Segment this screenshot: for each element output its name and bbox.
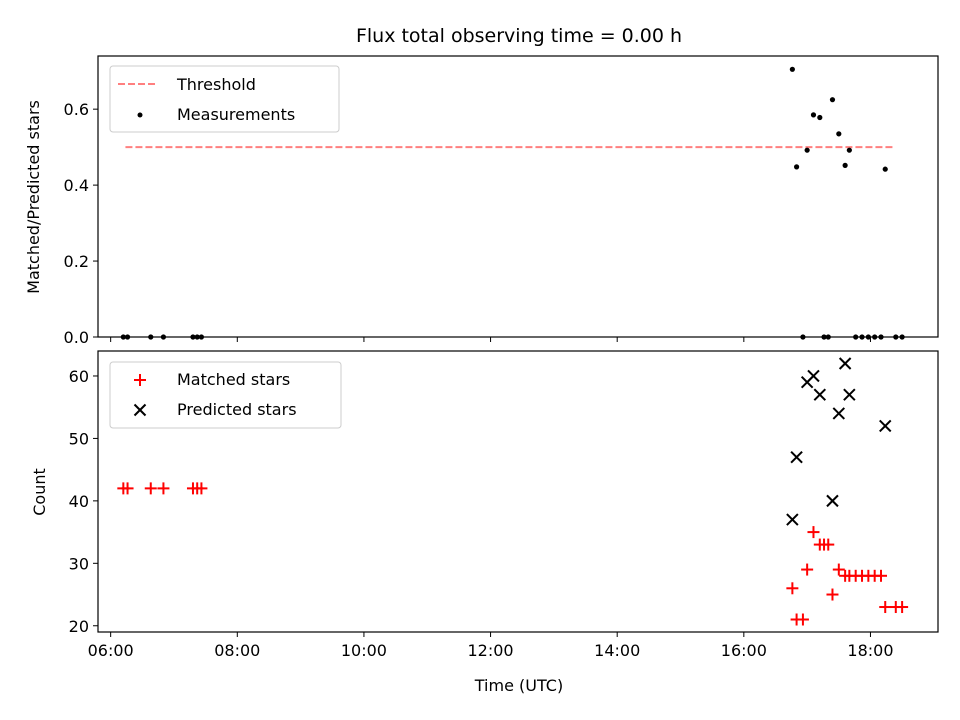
y-tick-label: 0.6 bbox=[64, 100, 89, 119]
measurement-point bbox=[810, 112, 817, 118]
bottom-legend-frame bbox=[109, 361, 342, 429]
legend-predicted-glyph bbox=[133, 403, 147, 417]
predicted-star-point bbox=[786, 513, 799, 526]
measurement-point bbox=[846, 147, 852, 153]
predicted-star-point-b bbox=[879, 419, 892, 433]
chart-title: Flux total observing time = 0.00 h bbox=[356, 25, 682, 47]
matched-star-point bbox=[786, 582, 799, 595]
predicted-star-point-b bbox=[826, 494, 839, 508]
x-tick-label: 16:00 bbox=[721, 641, 767, 660]
measurement-point bbox=[148, 334, 154, 340]
measurement-point bbox=[865, 334, 871, 340]
top-legend: Threshold Measurements bbox=[109, 65, 340, 133]
measurement-point bbox=[859, 334, 865, 340]
measurement-point bbox=[893, 334, 899, 340]
measurement-point bbox=[124, 334, 131, 340]
measurement-point bbox=[825, 334, 831, 340]
top-panel: 0.0 0.2 0.4 0.6 bbox=[64, 55, 939, 347]
y-tick-label: 40 bbox=[69, 492, 89, 511]
predicted-star-point bbox=[843, 388, 856, 401]
measurement-point bbox=[882, 166, 888, 172]
predicted-star-point-b bbox=[786, 513, 799, 526]
matched-star-point bbox=[826, 588, 839, 601]
legend-matched-marker bbox=[134, 374, 146, 386]
predicted-star-point bbox=[826, 494, 839, 508]
matched-star-point bbox=[879, 601, 892, 614]
matched-star-point bbox=[822, 538, 835, 551]
matched-star-point bbox=[832, 563, 845, 576]
y-tick-label: 0.0 bbox=[64, 328, 89, 347]
y-tick-label: 30 bbox=[69, 554, 89, 573]
measurement-point bbox=[198, 334, 205, 340]
y-tick-label: 0.4 bbox=[64, 176, 89, 195]
top-y-axis-label: Matched/Predicted stars bbox=[24, 100, 43, 294]
matched-star-point bbox=[157, 482, 170, 495]
measurement-point bbox=[829, 97, 836, 103]
legend-measurements-label: Measurements bbox=[177, 105, 295, 124]
measurement-point bbox=[800, 334, 806, 340]
matched-star-point bbox=[875, 569, 888, 582]
x-tick-label: 06:00 bbox=[88, 641, 134, 660]
measurement-point bbox=[793, 164, 800, 170]
legend-threshold-label: Threshold bbox=[176, 75, 256, 94]
x-tick-label: 10:00 bbox=[341, 641, 387, 660]
measurement-point bbox=[160, 334, 167, 340]
measurement-point bbox=[842, 162, 848, 168]
predicted-star-point-b bbox=[843, 388, 856, 401]
matched-star-point bbox=[807, 526, 820, 539]
matched-star-point bbox=[144, 482, 157, 495]
predicted-star-point-b bbox=[790, 450, 803, 464]
matched-star-point bbox=[896, 601, 909, 614]
matched-star-point bbox=[195, 482, 208, 495]
x-tick-label: 12:00 bbox=[468, 641, 514, 660]
measurement-point bbox=[853, 334, 859, 340]
y-tick-label: 60 bbox=[69, 367, 89, 386]
axes-frame-top bbox=[97, 55, 939, 338]
measurement-point bbox=[120, 334, 126, 340]
predicted-star-point bbox=[807, 369, 820, 383]
bottom-y-axis-label: Count bbox=[30, 468, 49, 516]
axes-frame-bottom bbox=[97, 350, 939, 633]
predicted-star-point bbox=[813, 388, 827, 401]
bottom-legend: Matched stars Predicted stars bbox=[109, 361, 342, 429]
measurement-point bbox=[804, 147, 810, 153]
y-tick-label: 20 bbox=[69, 617, 89, 636]
measurement-point bbox=[836, 131, 842, 137]
bottom-panel: 06:00 08:00 10:00 12:00 14:00 16:00 18:00 20 30 4… bbox=[69, 350, 939, 660]
measurement-point bbox=[878, 334, 884, 340]
legend-matched-label: Matched stars bbox=[177, 370, 290, 389]
legend-predicted-glyph-b bbox=[133, 403, 147, 417]
predicted-star-point bbox=[838, 357, 852, 370]
legend-measurement-marker bbox=[137, 112, 143, 118]
predicted-star-point bbox=[879, 419, 892, 433]
measurement-point bbox=[821, 334, 827, 340]
legend-predicted-marker bbox=[133, 403, 147, 417]
predicted-star-point-b bbox=[813, 388, 827, 401]
matched-star-point bbox=[801, 563, 814, 576]
predicted-star-point-b bbox=[832, 407, 846, 420]
y-tick-label: 50 bbox=[69, 429, 89, 448]
measurement-point bbox=[899, 334, 905, 340]
measurement-point bbox=[190, 334, 196, 340]
matched-star-point bbox=[796, 613, 809, 626]
top-legend-frame bbox=[109, 65, 340, 133]
predicted-star-point-b bbox=[838, 357, 852, 370]
measurement-point bbox=[872, 334, 878, 340]
x-axis-label: Time (UTC) bbox=[474, 676, 563, 695]
x-tick-label: 18:00 bbox=[847, 641, 893, 660]
predicted-star-point-b bbox=[807, 369, 820, 383]
y-tick-label: 0.2 bbox=[64, 252, 89, 271]
measurement-point bbox=[194, 334, 200, 340]
x-tick-label: 08:00 bbox=[214, 641, 260, 660]
legend-predicted-label: Predicted stars bbox=[177, 400, 297, 419]
predicted-star-point bbox=[790, 450, 803, 464]
measurement-point bbox=[789, 66, 795, 72]
x-tick-label: 14:00 bbox=[594, 641, 640, 660]
matched-star-point bbox=[121, 482, 134, 495]
legend-matched-glyph bbox=[134, 374, 146, 386]
predicted-star-point bbox=[832, 407, 846, 420]
measurement-point bbox=[817, 114, 823, 121]
